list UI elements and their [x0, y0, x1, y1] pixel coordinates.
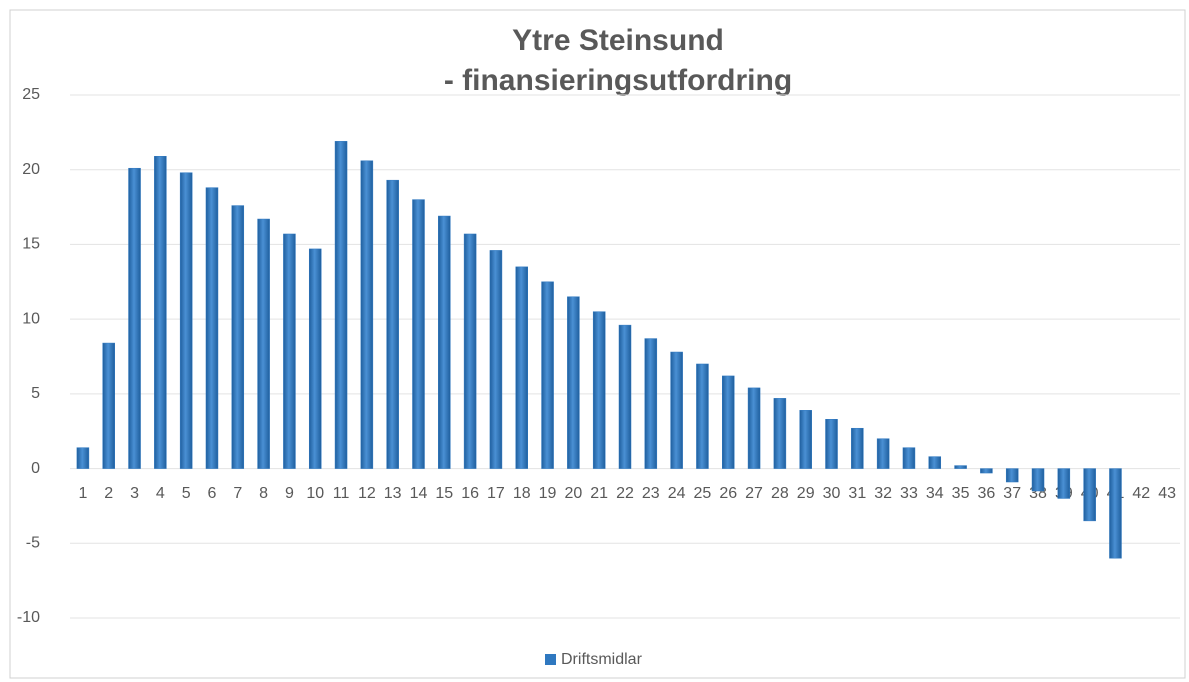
x-tick-label: 18 [513, 485, 531, 502]
bar [360, 160, 374, 469]
x-tick-label: 33 [900, 485, 918, 502]
x-tick-label: 6 [208, 485, 217, 502]
x-tick-label: 17 [487, 485, 505, 502]
x-tick-label: 20 [564, 485, 582, 502]
x-tick-label: 1 [78, 485, 87, 502]
bar [902, 447, 916, 469]
x-tick-label: 35 [952, 485, 970, 502]
x-tick-label: 8 [259, 485, 268, 502]
y-tick-label: 0 [31, 460, 40, 477]
bar [257, 218, 270, 469]
bar [954, 465, 967, 469]
bar [412, 199, 425, 469]
x-tick-label: 5 [182, 485, 191, 502]
bar [334, 141, 348, 469]
y-tick-label: 20 [22, 161, 40, 178]
bar [489, 250, 503, 469]
bar [308, 248, 322, 469]
bar [928, 456, 942, 469]
x-tick-label: 23 [642, 485, 660, 502]
bar [541, 281, 554, 469]
bar [722, 375, 735, 469]
bar [825, 419, 838, 469]
x-tick-label: 10 [306, 485, 324, 502]
bar [592, 311, 606, 469]
y-tick-label: 10 [22, 310, 40, 327]
bar [1057, 468, 1071, 499]
x-tick-label: 36 [977, 485, 995, 502]
x-tick-label: 32 [874, 485, 892, 502]
x-tick-label: 24 [668, 485, 686, 502]
x-tick-label: 26 [719, 485, 737, 502]
y-tick-label: -5 [26, 535, 40, 552]
bar [799, 410, 812, 469]
x-tick-label: 42 [1132, 485, 1150, 502]
x-tick-label: 29 [797, 485, 815, 502]
bar [1109, 468, 1122, 559]
chart-title: Ytre Steinsund [512, 24, 724, 57]
chart-subtitle: - finansieringsutfordring [444, 64, 792, 97]
bar [463, 233, 477, 469]
x-tick-label: 13 [384, 485, 402, 502]
bar [179, 172, 193, 469]
y-tick-label: 5 [31, 385, 40, 402]
bar [102, 342, 115, 469]
x-tick-label: 25 [694, 485, 712, 502]
bar [618, 324, 632, 469]
bar [696, 363, 709, 469]
x-tick-label: 3 [130, 485, 139, 502]
x-tick-label: 27 [745, 485, 763, 502]
legend-swatch [545, 654, 556, 665]
x-tick-label: 12 [358, 485, 376, 502]
bar [205, 187, 219, 469]
bar [154, 156, 167, 469]
bar [76, 447, 90, 469]
bar [231, 205, 245, 469]
x-tick-label: 11 [333, 485, 350, 502]
x-tick-label: 43 [1158, 485, 1176, 502]
bar [644, 338, 658, 469]
bar [773, 398, 787, 469]
x-tick-label: 37 [1003, 485, 1021, 502]
x-tick-label: 9 [285, 485, 294, 502]
x-tick-label: 21 [590, 485, 608, 502]
bar [851, 427, 864, 469]
y-tick-label: 15 [22, 236, 40, 253]
bar [747, 387, 761, 469]
bar [670, 351, 683, 469]
x-tick-label: 28 [771, 485, 789, 502]
bar [980, 468, 993, 474]
y-tick-label: 25 [22, 86, 40, 103]
bar [1005, 468, 1019, 483]
bar [567, 296, 580, 469]
bar [128, 167, 141, 469]
x-tick-label: 19 [539, 485, 557, 502]
x-tick-label: 14 [410, 485, 428, 502]
bar [283, 233, 296, 469]
x-tick-label: 30 [823, 485, 841, 502]
bar [438, 215, 451, 469]
chart-frame [9, 9, 1186, 679]
x-tick-label: 34 [926, 485, 944, 502]
bar [876, 438, 890, 469]
bar [1031, 468, 1045, 492]
x-tick-label: 7 [233, 485, 242, 502]
y-tick-label: -10 [17, 609, 40, 626]
x-tick-label: 16 [461, 485, 479, 502]
x-tick-label: 4 [156, 485, 165, 502]
legend-label: Driftsmidlar [561, 651, 643, 668]
x-tick-label: 31 [848, 485, 866, 502]
x-tick-label: 2 [104, 485, 113, 502]
x-tick-label: 15 [435, 485, 453, 502]
x-tick-label: 22 [616, 485, 634, 502]
bar [1083, 468, 1096, 522]
bar [386, 179, 399, 469]
bar [515, 266, 528, 469]
